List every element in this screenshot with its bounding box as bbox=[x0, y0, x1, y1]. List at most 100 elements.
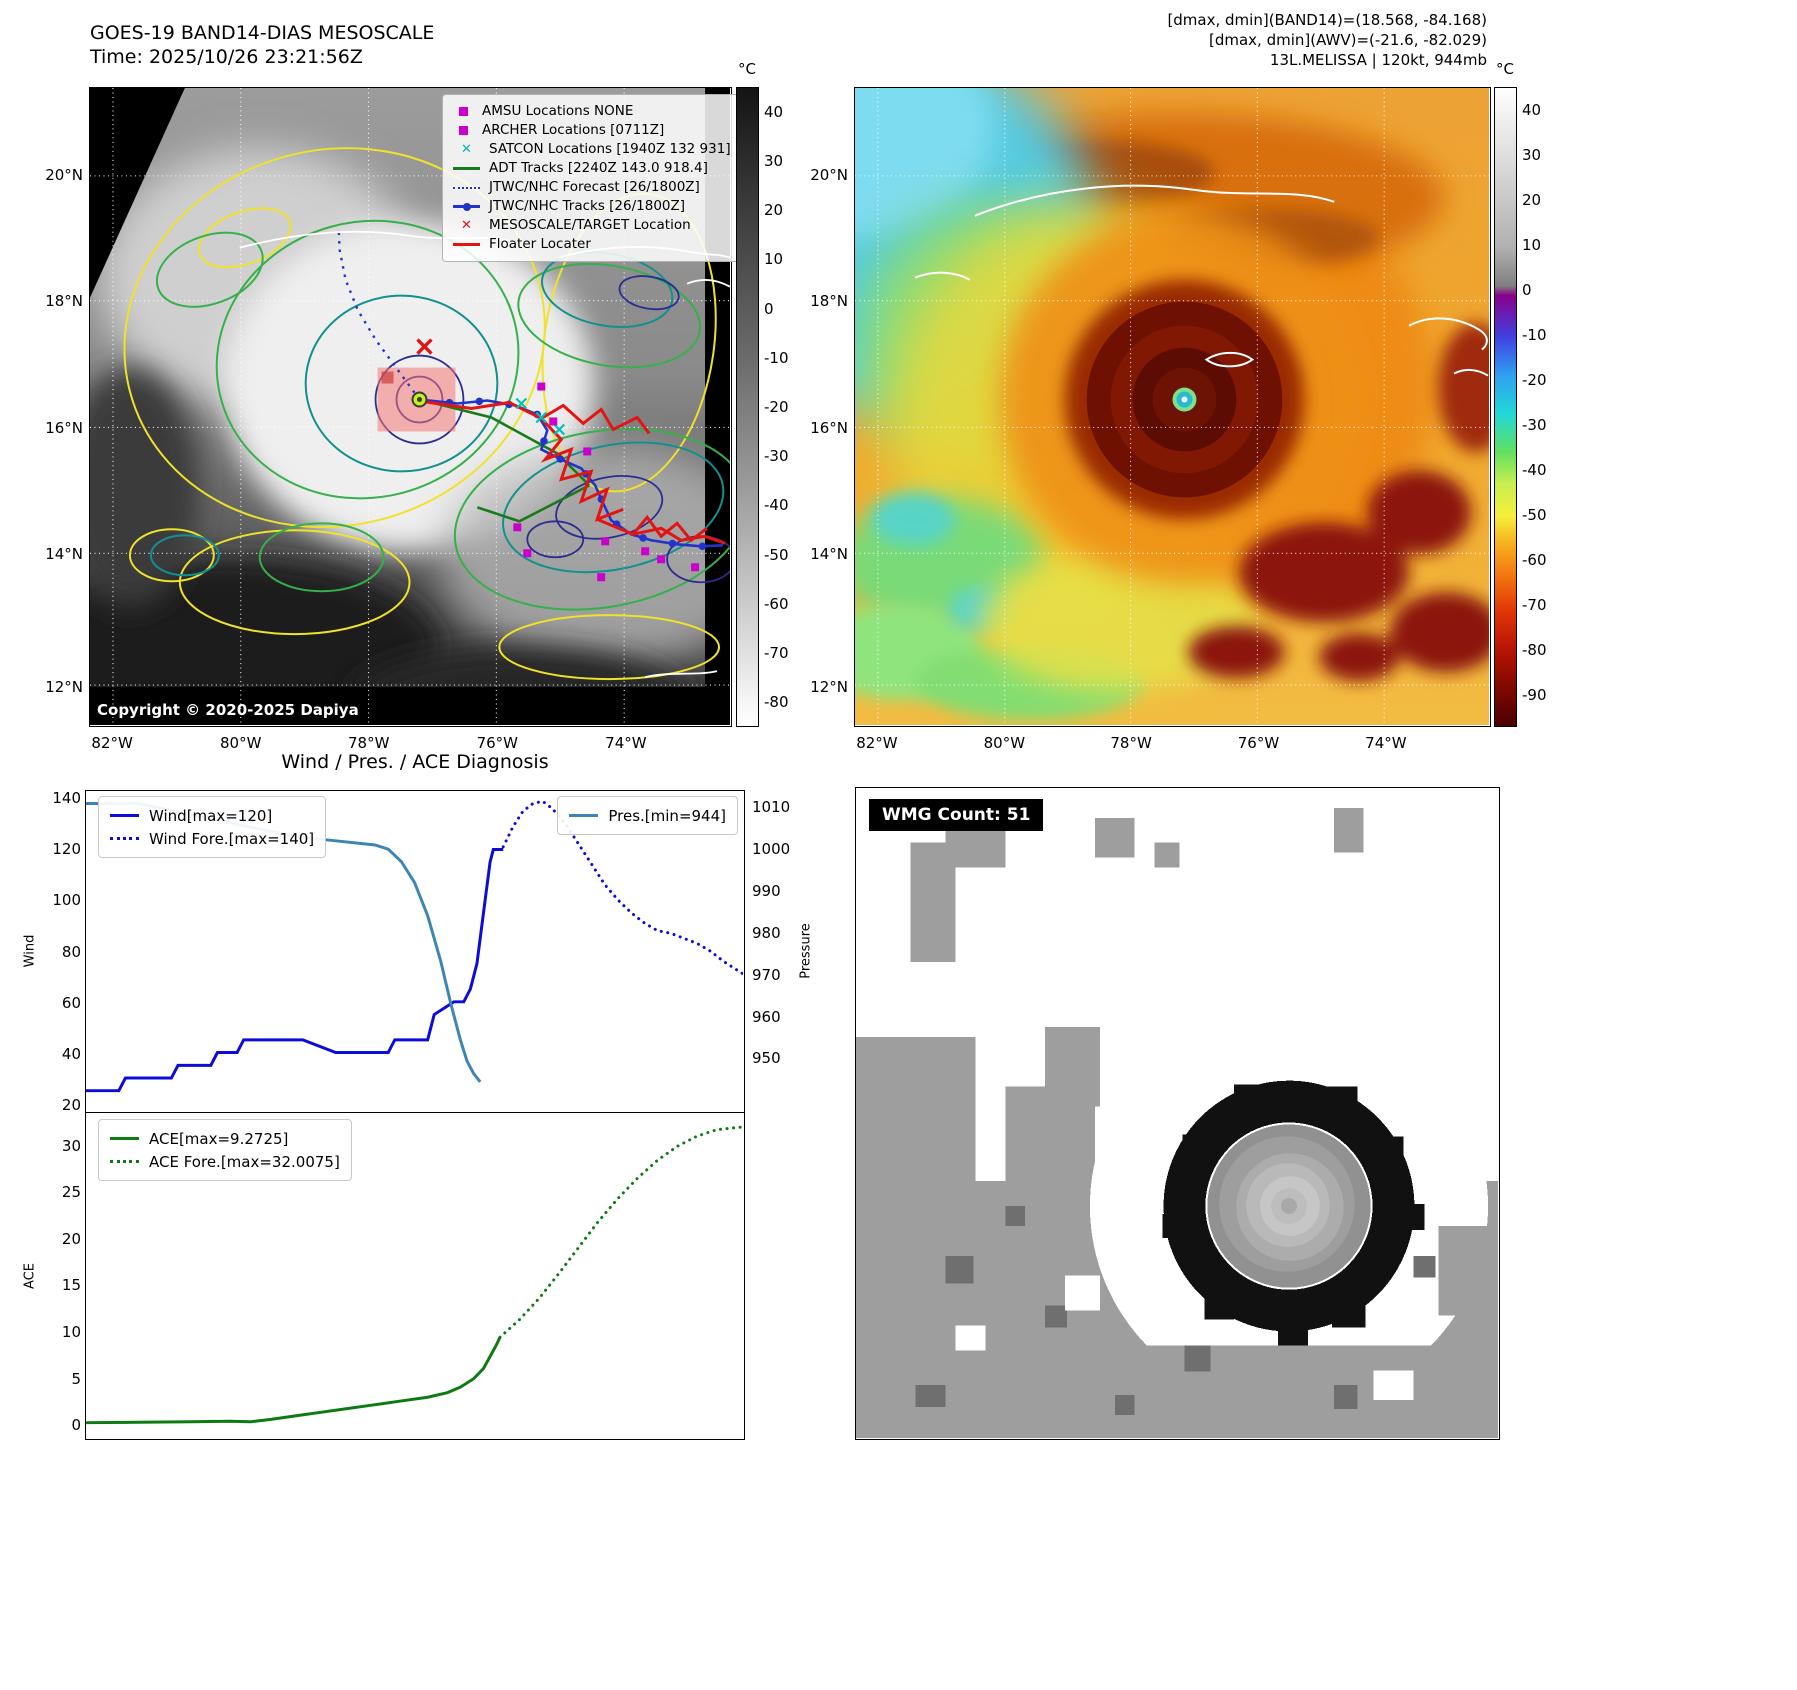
awv-colorbar-tick: -40 bbox=[1522, 461, 1547, 480]
legend-label: JTWC/NHC Tracks [26/1800Z] bbox=[489, 198, 686, 214]
series-ACE Fore.[max=32.0075] bbox=[498, 1124, 745, 1339]
pressure-axis-label: Pressure bbox=[798, 923, 814, 979]
legend-label: ACE Fore.[max=32.0075] bbox=[149, 1152, 340, 1171]
awv-colorbar-tick: -90 bbox=[1522, 686, 1547, 705]
wind-axis-tick: 40 bbox=[61, 1045, 81, 1064]
awv-colorbar-tick: -70 bbox=[1522, 596, 1547, 615]
awv-lat-tick: 18°N bbox=[810, 291, 848, 310]
ace-axis-tick: 15 bbox=[61, 1276, 81, 1295]
forecast-dotted-line-icon bbox=[453, 186, 480, 189]
eyewall-ring bbox=[1163, 1080, 1415, 1332]
band14-colorbar-unit: °C bbox=[738, 60, 756, 78]
awv-colorbar-tick: 20 bbox=[1522, 190, 1542, 209]
band14-colorbar-tick: -40 bbox=[764, 496, 789, 515]
awv-colorbar-tick: 0 bbox=[1522, 280, 1532, 299]
band14-colorbar-tick: -80 bbox=[764, 693, 789, 712]
wind-axis-tick: 60 bbox=[61, 993, 81, 1012]
band14-colorbar bbox=[736, 87, 759, 727]
band14-colorbar-tick: 40 bbox=[764, 102, 784, 121]
pressure-axis-tick: 980 bbox=[752, 923, 781, 942]
pressure-axis-tick: 960 bbox=[752, 1007, 781, 1026]
mesoscale-target-x bbox=[416, 338, 433, 355]
band14-lat-tick: 16°N bbox=[45, 419, 83, 438]
legend-item-forecast: JTWC/NHC Forecast [26/1800Z] bbox=[453, 178, 745, 197]
awv-map-frame bbox=[665, 18, 1514, 727]
legend-label: Floater Locater bbox=[489, 236, 591, 252]
band14-lat-tick: 18°N bbox=[45, 291, 83, 310]
awv-colorbar-tick: -30 bbox=[1522, 416, 1547, 435]
band14-map-image bbox=[20, 88, 779, 757]
pressure-line-icon bbox=[569, 814, 599, 817]
band14-lon-tick: 80°W bbox=[220, 734, 262, 752]
band14-lat-tick: 12°N bbox=[45, 677, 83, 696]
awv-colorbar-tick: -80 bbox=[1522, 641, 1547, 660]
satcon-markers bbox=[515, 397, 566, 436]
legend-item-floater: Floater Locater bbox=[453, 235, 745, 254]
band14-colorbar-tick: -10 bbox=[764, 348, 789, 367]
legend-item-wind: Wind[max=120] bbox=[110, 804, 314, 827]
band14-colorbar-tick: 20 bbox=[764, 201, 784, 220]
legend-label: AMSU Locations NONE bbox=[482, 103, 634, 119]
awv-colorbar-tick: -20 bbox=[1522, 370, 1547, 389]
wind-axis-tick: 80 bbox=[61, 942, 81, 961]
band14-colorbar-tick: 10 bbox=[764, 250, 784, 269]
band14-lat-tick: 20°N bbox=[45, 166, 83, 185]
ace-axis-tick: 10 bbox=[61, 1322, 81, 1341]
floater-track bbox=[423, 400, 726, 545]
storm-id-intensity: 13L.MELISSA | 120kt, 944mb bbox=[1269, 51, 1487, 69]
band14-colorbar-tick: -50 bbox=[764, 545, 789, 564]
dmax-dmin-band14: [dmax, dmin](BAND14)=(18.568, -84.168) bbox=[1167, 11, 1487, 29]
legend-item-pressure: Pres.[min=944] bbox=[569, 804, 726, 827]
awv-colorbar bbox=[1494, 87, 1517, 727]
awv-panel: [dmax, dmin](BAND14)=(18.568, -84.168) [… bbox=[665, 0, 1797, 752]
awv-colorbar-tick: 30 bbox=[1522, 145, 1542, 164]
wind-axis-label: Wind bbox=[22, 934, 38, 968]
target-x-icon: ✕ bbox=[461, 218, 472, 233]
awv-colorbar-tick: -60 bbox=[1522, 551, 1547, 570]
band14-colorbar-tick: 30 bbox=[764, 151, 784, 170]
wmg-panel: WMG Count: 51 bbox=[855, 787, 1500, 1440]
dmax-dmin-awv: [dmax, dmin](AWV)=(-21.6, -82.029) bbox=[1208, 31, 1487, 49]
band14-lon-tick: 82°W bbox=[91, 734, 133, 752]
ace-axis-tick: 25 bbox=[61, 1183, 81, 1202]
legend-label: ARCHER Locations [0711Z] bbox=[482, 122, 665, 138]
adt-line-icon bbox=[453, 167, 480, 170]
ace-forecast-dotted-icon bbox=[110, 1160, 139, 1163]
awv-colorbar-tick: -10 bbox=[1522, 325, 1547, 344]
ace-axis-tick: 5 bbox=[71, 1369, 81, 1388]
awv-colorbar-tick: -50 bbox=[1522, 506, 1547, 525]
legend-label: JTWC/NHC Forecast [26/1800Z] bbox=[489, 179, 700, 195]
wind-axis-tick: 120 bbox=[52, 839, 81, 858]
band14-colorbar-tick: 0 bbox=[764, 299, 774, 318]
legend-item-adt: ADT Tracks [2240Z 143.0 918.4] bbox=[453, 159, 745, 178]
awv-map-image bbox=[665, 18, 1514, 725]
legend-label: ADT Tracks [2240Z 143.0 918.4] bbox=[489, 160, 708, 176]
wind-axis-tick: 20 bbox=[61, 1096, 81, 1115]
storm-tracks bbox=[337, 227, 727, 551]
floater-line-icon bbox=[453, 243, 480, 246]
band14-colorbar-tick: -70 bbox=[764, 644, 789, 663]
pressure-legend: Pres.[min=944] bbox=[557, 796, 738, 835]
legend-item-amsu: AMSU Locations NONE bbox=[453, 102, 745, 121]
wmg-image bbox=[856, 788, 1498, 1438]
eye-core bbox=[1207, 1124, 1371, 1288]
band14-panel: GOES-19 BAND14-DIAS MESOSCALE Time: 2025… bbox=[0, 0, 800, 757]
track-line-icon bbox=[453, 202, 480, 211]
band14-map-legend: AMSU Locations NONE ARCHER Locations [07… bbox=[442, 94, 756, 262]
wind-axis-tick: 140 bbox=[52, 788, 81, 807]
band14-title: GOES-19 BAND14-DIAS MESOSCALE bbox=[90, 22, 435, 44]
ace-plot bbox=[85, 1124, 745, 1424]
awv-colorbar-tick: 40 bbox=[1522, 100, 1542, 119]
diagnosis-title: Wind / Pres. / ACE Diagnosis bbox=[281, 751, 549, 773]
awv-colorbar-unit: °C bbox=[1496, 60, 1514, 78]
band14-lat-tick: 14°N bbox=[45, 545, 83, 564]
adt-track bbox=[419, 398, 591, 487]
legend-item-archer: ARCHER Locations [0711Z] bbox=[453, 121, 745, 140]
awv-lon-tick: 80°W bbox=[983, 734, 1026, 752]
wmg-count-badge: WMG Count: 51 bbox=[869, 799, 1044, 831]
wind-axis-tick: 100 bbox=[52, 891, 81, 910]
legend-label: MESOSCALE/TARGET Location bbox=[489, 217, 691, 233]
pressure-axis-tick: 1000 bbox=[752, 839, 791, 858]
series-Wind[max=120] bbox=[86, 847, 504, 1093]
